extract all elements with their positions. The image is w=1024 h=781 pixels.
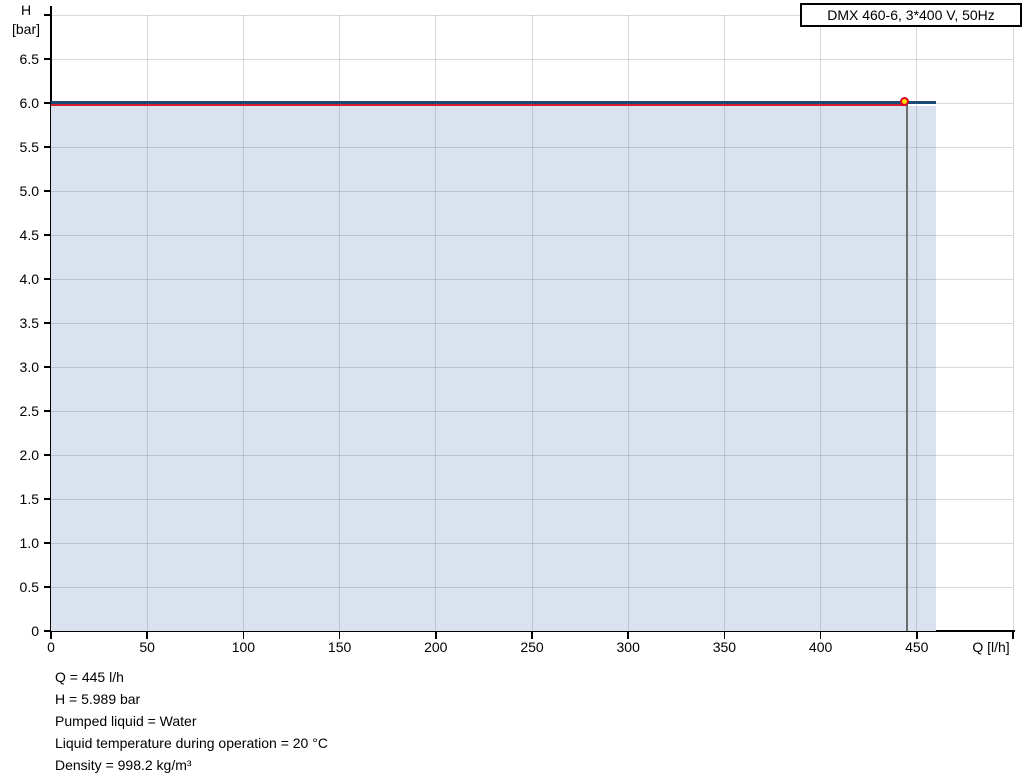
x-tick: [819, 632, 822, 639]
y-axis-title-symbol: H: [20, 2, 32, 18]
y-tick-label: 2.0: [19, 447, 39, 463]
footer-liquid-temperature: Liquid temperature during operation = 20…: [55, 735, 328, 751]
y-tick: [44, 542, 51, 544]
footer-pumped-liquid: Pumped liquid = Water: [55, 713, 197, 729]
x-tick: [242, 632, 245, 639]
y-tick-label: 3.0: [19, 359, 39, 375]
y-tick-label: 6.0: [19, 95, 39, 111]
y-tick-label: 0.5: [19, 579, 39, 595]
y-tick-label: 3.5: [19, 315, 39, 331]
x-tick-label: 200: [424, 639, 448, 655]
y-tick: [44, 498, 51, 500]
x-tick: [435, 632, 437, 639]
y-tick-label: 1.5: [19, 491, 39, 507]
y-tick-label: 5.0: [19, 183, 39, 199]
x-axis-line: [50, 630, 1015, 632]
y-tick: [44, 14, 51, 16]
x-gridline: [531, 15, 533, 631]
footer-flow: Q = 445 l/h: [55, 669, 124, 685]
pump-curve-line: [51, 100, 937, 104]
legend-box: DMX 460-6, 3*400 V, 50Hz: [800, 3, 1022, 27]
x-gridline: [435, 15, 437, 631]
y-tick: [44, 454, 51, 456]
y-gridline: [51, 366, 1013, 368]
plot-region: [51, 14, 1014, 631]
y-tick: [44, 58, 51, 60]
x-tick: [723, 632, 726, 639]
x-tick-label: 350: [712, 639, 737, 655]
x-tick-label: 150: [327, 639, 352, 655]
y-tick: [44, 366, 51, 368]
duty-drop-line: [906, 103, 908, 631]
x-gridline: [242, 15, 244, 631]
duty-head-line-line: [51, 104, 908, 107]
x-gridline: [820, 15, 822, 631]
y-gridline: [51, 234, 1013, 236]
y-gridline: [51, 190, 1013, 192]
legend-label: DMX 460-6, 3*400 V, 50Hz: [827, 7, 995, 23]
y-tick: [44, 586, 51, 588]
x-tick-label: 50: [139, 639, 155, 655]
x-tick: [531, 632, 533, 639]
y-gridline: [51, 322, 1013, 324]
y-tick-label: 1.0: [19, 535, 39, 551]
y-tick-label: 4.0: [19, 271, 39, 287]
y-gridline: [51, 542, 1013, 544]
y-gridline: [51, 454, 1013, 456]
x-gridline: [339, 15, 341, 631]
y-tick-label: 0: [31, 623, 39, 639]
x-tick: [146, 632, 148, 639]
footer-density: Density = 998.2 kg/m³: [55, 757, 192, 773]
y-gridline: [51, 498, 1013, 500]
x-tick-label: 0: [47, 639, 55, 655]
x-tick: [1012, 632, 1014, 639]
y-tick: [44, 234, 51, 236]
y-tick-label: 4.5: [19, 227, 39, 243]
y-tick: [44, 410, 51, 412]
y-gridline: [51, 14, 1013, 16]
y-tick-label: 6.5: [19, 51, 39, 67]
x-tick-label: 450: [905, 639, 929, 655]
area-fill: [51, 105, 937, 631]
x-gridline: [723, 15, 725, 631]
y-tick-label: 5.5: [19, 139, 39, 155]
y-tick: [44, 102, 51, 104]
y-tick: [44, 322, 51, 324]
duty-point-marker[interactable]: [900, 96, 910, 106]
x-gridline: [627, 15, 629, 631]
y-axis-title-unit: [bar]: [11, 21, 40, 37]
footer-info: Q = 445 l/h H = 5.989 bar Pumped liquid …: [55, 666, 328, 776]
y-gridline: [51, 586, 1013, 588]
x-gridline: [1012, 15, 1014, 631]
x-tick: [627, 632, 629, 639]
x-tick: [916, 632, 918, 639]
y-tick: [44, 630, 51, 632]
x-gridline: [146, 15, 148, 631]
y-gridline: [51, 410, 1013, 412]
x-tick: [338, 632, 341, 639]
x-tick-label: 250: [520, 639, 544, 655]
footer-head: H = 5.989 bar: [55, 691, 141, 707]
x-tick: [50, 632, 52, 639]
x-tick-label: 300: [616, 639, 640, 655]
y-tick: [44, 146, 51, 148]
y-tick: [44, 278, 51, 280]
y-gridline: [51, 278, 1013, 280]
y-gridline: [51, 146, 1013, 148]
y-axis-title: H [bar]: [5, 1, 47, 39]
x-gridline: [916, 15, 918, 631]
x-axis-title: Q [l/h]: [972, 639, 1010, 655]
x-tick-label: 400: [808, 639, 833, 655]
y-tick-label: 2.5: [19, 403, 39, 419]
y-gridline: [51, 58, 1013, 60]
y-tick: [44, 190, 51, 192]
x-tick-label: 100: [231, 639, 256, 655]
